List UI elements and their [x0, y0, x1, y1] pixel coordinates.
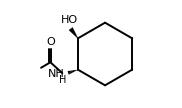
- Text: NH: NH: [48, 69, 64, 79]
- Text: H: H: [59, 75, 66, 85]
- Polygon shape: [69, 28, 78, 38]
- Text: HO: HO: [60, 15, 78, 25]
- Text: O: O: [46, 37, 55, 47]
